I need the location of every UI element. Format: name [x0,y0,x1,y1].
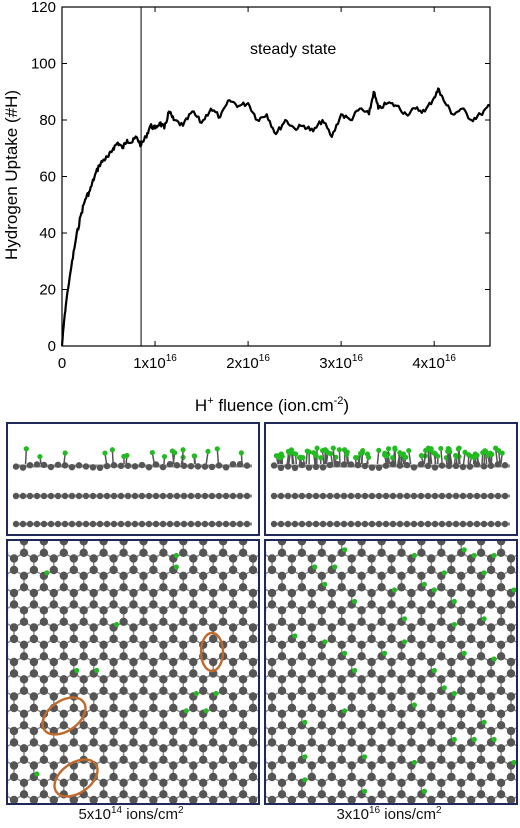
caption-low-exp: 14 [110,805,123,816]
hydrogen-atoms-top [292,547,516,794]
hydrogen-atoms-top [34,552,219,777]
x-tick-label: 1x1016 [133,353,177,372]
x-tick-label: 3x1016 [319,353,363,372]
graphene-layer-side [270,520,510,528]
x-tick-label: 0 [58,355,66,372]
hydrogen-pair-highlight [41,696,87,736]
caption-high-unit: ions/cm [380,806,436,823]
caption-high-fluence: 3x1016 ions/cm2 [264,805,514,823]
hydrogen-atoms-side [273,445,505,465]
y-tick-label: 20 [39,282,56,299]
caption-low-fluence: 5x1014 ions/cm2 [6,805,256,823]
caption-high-sup: 2 [435,805,442,816]
x-tick-label: 4x1016 [412,353,456,372]
caption-high-base: 3x10 [336,806,369,823]
y-tick-label: 40 [39,225,56,242]
y-tick-label: 120 [31,0,56,16]
y-axis-label: Hydrogen Uptake (#H) [2,90,21,260]
hydrogen-pair-highlight [53,758,99,798]
top-view-high-fluence [264,539,518,805]
uptake-line [60,87,491,347]
side-view-low-fluence [6,422,260,536]
y-tick-label: 80 [39,112,56,129]
caption-low-sup: 2 [177,805,184,816]
uptake-series [60,87,491,347]
graphene-layer-side [270,492,510,500]
x-tick-label: 2x1016 [226,353,270,372]
hydrogen-atoms-side [23,446,244,465]
steady-state-annotation: steady state [250,41,336,58]
uptake-chart: 0 20 40 60 80 100 120 0 1x1016 2x1016 3x1016 4x1016… [2,0,491,415]
caption-low-base: 5x10 [78,806,111,823]
graphene-layer-side [12,460,252,472]
y-tick-label: 60 [39,169,56,186]
top-view-low-fluence [6,539,260,805]
side-view-high-fluence [264,422,518,536]
caption-high-exp: 16 [368,805,381,816]
plot-axes: 0 20 40 60 80 100 120 0 1x1016 2x1016 3x1016 4x1016 [31,0,491,372]
caption-low-unit: ions/cm [122,806,178,823]
graphene-atoms [266,541,516,803]
y-tick-label: 100 [31,56,56,73]
graphene-atoms [8,541,258,803]
hydrogen-pair-highlight [199,631,225,673]
graphene-layer-side [12,492,252,500]
y-tick-label: 0 [48,338,56,355]
graphene-layer-side [12,520,252,528]
x-axis-label: H+ fluence (ion.cm-2) [195,395,349,415]
